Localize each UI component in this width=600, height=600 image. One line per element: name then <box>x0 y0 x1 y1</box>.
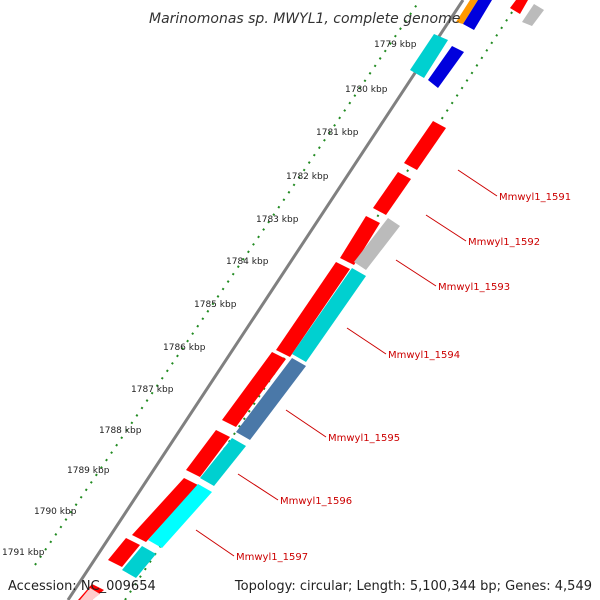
kbp-tick-label: 1791 kbp <box>2 548 45 558</box>
gene-label[interactable]: Mmwyl1_1596 <box>280 496 352 507</box>
gene-arrow-cyan[interactable] <box>200 438 246 486</box>
gene-arrow-forward[interactable] <box>132 478 198 542</box>
kbp-tick-label: 1788 kbp <box>99 426 142 436</box>
gene-label[interactable]: Mmwyl1_1593 <box>438 282 510 293</box>
gene-label[interactable]: Mmwyl1_1592 <box>468 237 540 248</box>
callout-line <box>425 214 467 242</box>
kbp-tick-label: 1785 kbp <box>194 300 237 310</box>
gene-arrow-forward[interactable] <box>186 430 230 477</box>
callout-line <box>346 327 387 355</box>
callout-line <box>395 259 437 287</box>
gene-arrow-forward[interactable] <box>222 352 286 427</box>
gene-arrow-cyan[interactable] <box>148 484 212 548</box>
kbp-tick-label: 1786 kbp <box>163 343 206 353</box>
gene-label[interactable]: Mmwyl1_1597 <box>236 552 308 563</box>
backbone-line <box>66 0 465 600</box>
gene-arrow-cyan-top[interactable] <box>410 34 448 78</box>
gene-arrow-blue[interactable] <box>428 46 464 88</box>
kbp-tick-label: 1790 kbp <box>34 507 77 517</box>
topology-text: Topology: circular; Length: 5,100,344 bp… <box>234 579 592 594</box>
gene-arrow-grey[interactable] <box>354 218 400 270</box>
kbp-tick-label: 1780 kbp <box>345 85 388 95</box>
kbp-tick-label: 1789 kbp <box>67 466 110 476</box>
gene-arrow-steel[interactable] <box>236 358 306 440</box>
kbp-tick-label: 1784 kbp <box>226 257 269 267</box>
callout-line <box>457 169 498 197</box>
gene-arrow-orange[interactable] <box>456 0 478 24</box>
kbp-tick-label: 1783 kbp <box>256 215 299 225</box>
gene-label[interactable]: Mmwyl1_1594 <box>388 350 460 361</box>
gene-arrow-forward[interactable] <box>340 216 380 265</box>
gene-arrow-forward[interactable] <box>108 538 140 567</box>
gene-arrow-blue-top[interactable] <box>463 0 492 30</box>
gene-arrow-red-top[interactable] <box>510 0 528 14</box>
gene-arrow-forward[interactable] <box>373 172 411 215</box>
kbp-tick-label: 1781 kbp <box>316 128 359 138</box>
gene-arrow-forward[interactable] <box>404 121 446 170</box>
kbp-tick-label: 1787 kbp <box>131 385 174 395</box>
gene-arrow-forward[interactable] <box>276 262 350 357</box>
gene-arrow-grey-top[interactable] <box>522 4 544 26</box>
gene-arrow-pale[interactable] <box>80 588 100 600</box>
gene-arrow-cyan[interactable] <box>292 268 366 362</box>
gene-label[interactable]: Mmwyl1_1595 <box>328 433 400 444</box>
accession-text: Accession: NC_009654 <box>8 579 156 594</box>
kbp-tick-label: 1782 kbp <box>286 172 329 182</box>
callout-line <box>285 409 327 438</box>
kbp-tick-label: 1779 kbp <box>374 40 417 50</box>
gene-label[interactable]: Mmwyl1_1591 <box>499 192 571 203</box>
gene-arrow-cyan[interactable] <box>122 546 156 578</box>
callout-line <box>195 529 235 557</box>
callout-line <box>237 473 279 501</box>
map-title: Marinomonas sp. MWYL1, complete genome <box>149 11 460 27</box>
